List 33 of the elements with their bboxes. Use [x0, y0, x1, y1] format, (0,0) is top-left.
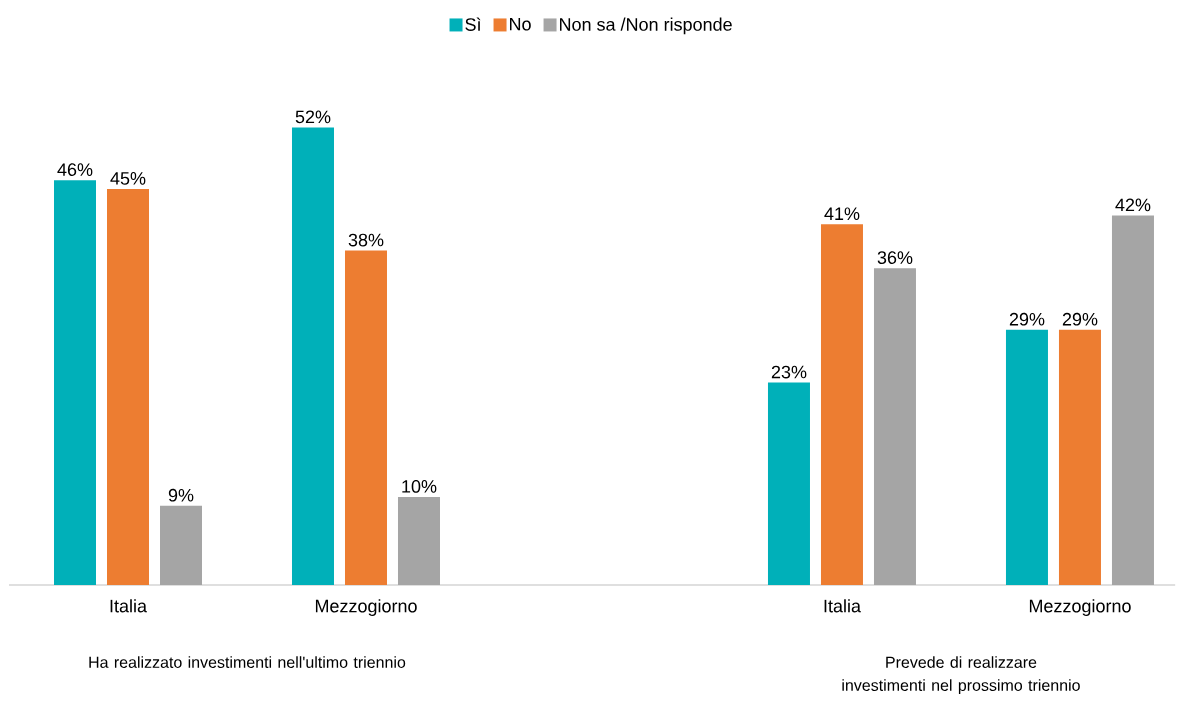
- data-label: 46%: [57, 163, 93, 176]
- data-label: 42%: [1115, 198, 1151, 212]
- legend-label: No: [510, 17, 531, 31]
- data-label: 9%: [168, 488, 194, 502]
- text: Ha realizzato investimenti nell'ultimo triennio: [89, 656, 406, 668]
- x-tick-label: Mezzogiorno: [1029, 599, 1131, 616]
- bar: [1111, 215, 1154, 585]
- data-label: 45%: [110, 172, 146, 185]
- x-tick-label: Italia: [110, 599, 147, 613]
- data-label: 29%: [1009, 312, 1045, 326]
- bar: [107, 188, 149, 585]
- data-label: 38%: [348, 233, 384, 247]
- bar: [1005, 329, 1048, 585]
- x-tick-label: Mezzogiorno: [315, 599, 417, 616]
- data-label: 36%: [877, 251, 913, 264]
- bar: [291, 127, 334, 585]
- data-label: 10%: [402, 480, 437, 493]
- bar: [54, 180, 96, 585]
- bar: [767, 382, 810, 585]
- bar: [160, 505, 202, 585]
- bar: [873, 268, 916, 585]
- legend-label: Non sa /Non risponde: [560, 17, 732, 35]
- data-label: 23%: [771, 365, 807, 379]
- data-label: 41%: [824, 207, 860, 220]
- data-label: 52%: [295, 110, 331, 124]
- legend-label: Sì: [465, 17, 481, 31]
- bar: [397, 497, 440, 585]
- bar: [344, 250, 387, 585]
- bar: [820, 224, 863, 585]
- text: Prevede di realizzare investimenti nel prossimo triennio: [842, 656, 1080, 695]
- bar: [1058, 329, 1101, 585]
- x-tick-label: Italia: [824, 599, 861, 613]
- data-label: 29%: [1062, 312, 1098, 326]
